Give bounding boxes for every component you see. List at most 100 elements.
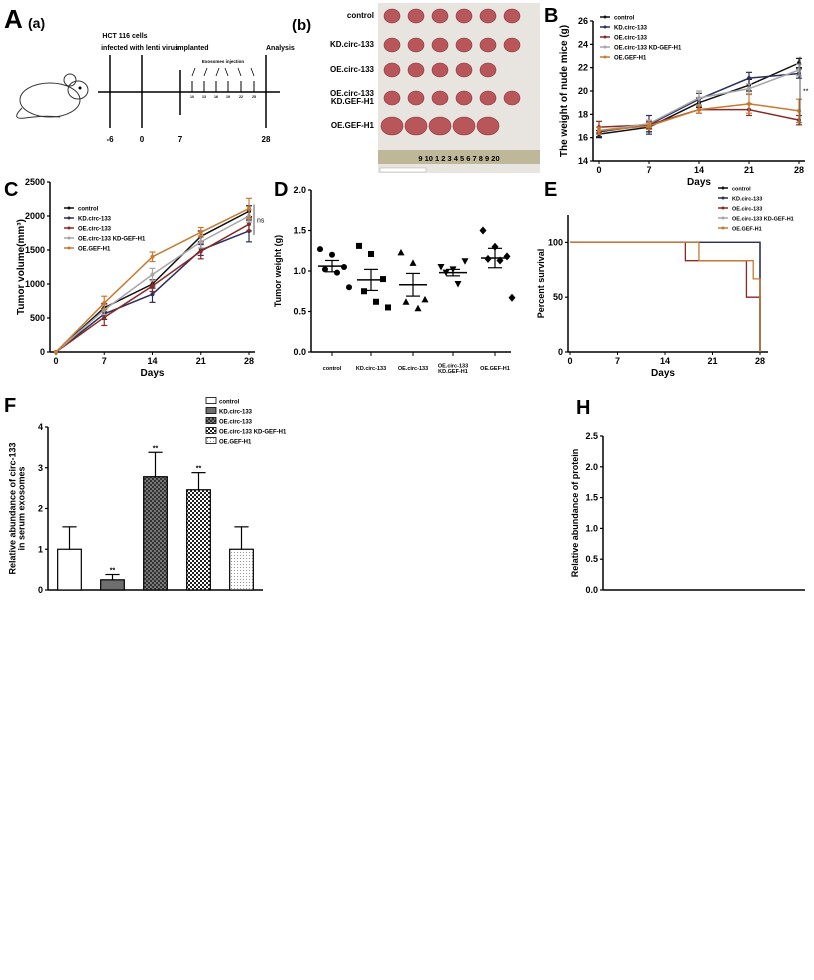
timeline-day: 0	[140, 135, 145, 144]
data-point	[150, 254, 155, 259]
y-tick-label: 1500	[25, 245, 45, 255]
significance-label: **	[153, 445, 159, 452]
x-tick-label: OE.circ-133	[398, 366, 428, 372]
bar	[143, 476, 168, 591]
x-axis-label: Days	[687, 177, 711, 188]
y-tick-label: 0.5	[585, 554, 598, 564]
photo-row-label: KD.circ-133	[330, 40, 375, 49]
tumor	[431, 37, 449, 53]
injection-arrow	[215, 67, 220, 77]
tumor	[479, 8, 497, 24]
data-point	[747, 101, 751, 106]
legend-marker	[721, 216, 725, 220]
x-tick-label: 14	[147, 356, 157, 366]
tumor	[383, 37, 401, 53]
significance-label: **	[196, 466, 202, 473]
bar	[229, 548, 254, 591]
x-tick-label-line: KD.circ-133	[356, 366, 386, 372]
tumor	[383, 62, 401, 78]
y-tick-label: 3	[38, 463, 43, 473]
significance-label: ns	[257, 218, 265, 225]
tumor	[503, 90, 521, 106]
panel-label-F: F	[4, 395, 16, 417]
x-tick-label-line: KD.GEF-H1	[438, 369, 468, 375]
mouse-eye	[78, 86, 82, 90]
data-point	[341, 263, 347, 270]
data-point	[747, 86, 751, 91]
y-tick-label: 20	[578, 86, 588, 96]
injection-day: 16	[214, 95, 218, 99]
tumor	[407, 62, 425, 78]
tumor-photo	[378, 3, 540, 173]
x-tick-label: 0	[596, 165, 601, 175]
legend-item: OE.GEF-H1	[732, 227, 762, 233]
panel-label-B: B	[544, 5, 558, 27]
legend-item: control	[219, 400, 240, 406]
panel-label-b: (b)	[292, 17, 311, 34]
tumor	[479, 62, 497, 78]
data-point	[503, 252, 511, 261]
y-tick-label: 1.5	[585, 493, 598, 503]
x-axis-label: Days	[141, 368, 165, 379]
y-tick-label: 0.5	[293, 307, 306, 317]
x-tick-label: 7	[615, 356, 620, 366]
data-point	[356, 242, 362, 249]
data-point	[380, 276, 386, 283]
data-point	[597, 128, 601, 133]
injection-arrow	[203, 67, 208, 77]
legend-item: OE.circ-133	[219, 420, 253, 426]
data-point	[409, 259, 417, 266]
tumor	[479, 37, 497, 53]
y-tick-label: 22	[578, 63, 588, 73]
y-tick-label: 100	[548, 237, 563, 247]
data-point	[54, 350, 58, 354]
x-tick-label: 21	[196, 356, 206, 366]
tumor	[452, 116, 476, 136]
tumor	[455, 90, 473, 106]
y-tick-label: 2.0	[293, 185, 306, 195]
legend-swatch	[205, 407, 217, 414]
legend-item: OE.circ-133 KD-GEF-H1	[219, 430, 287, 436]
timeline-label: implanted	[175, 45, 208, 52]
tumor	[383, 90, 401, 106]
y-axis-label: Relative abundance of protein	[570, 449, 580, 578]
tumor	[431, 90, 449, 106]
photo-row-label-line: control	[347, 11, 374, 20]
legend-item: control	[78, 207, 99, 213]
y-axis-label: Relative abundance of circ-133 in serum e…	[8, 442, 27, 574]
x-tick-label-line: control	[323, 366, 342, 372]
tumor	[503, 8, 521, 24]
legend-marker	[721, 196, 725, 200]
data-point	[198, 230, 203, 235]
panel-label-C: C	[4, 179, 18, 201]
data-point	[397, 248, 405, 256]
legend-swatch	[205, 397, 217, 404]
mouse-tail	[16, 107, 61, 119]
data-point	[385, 304, 391, 311]
tumor	[455, 62, 473, 78]
data-point	[414, 304, 422, 312]
injection-day: 10	[190, 95, 194, 99]
data-point	[368, 250, 374, 257]
photo-row-label: control	[347, 11, 374, 20]
bar	[57, 548, 82, 591]
y-tick-label: 0	[40, 347, 45, 357]
injection-arrow	[191, 67, 196, 77]
legend-item: KD.circ-133	[732, 197, 762, 203]
legend-marker	[67, 226, 71, 230]
legend-item: KD.circ-133	[78, 217, 112, 223]
injection-arrow	[250, 67, 255, 77]
y-axis-label-line: in serum exosomes	[17, 466, 27, 550]
x-tick-label: 7	[646, 165, 651, 175]
survival-curve	[570, 241, 761, 352]
tumor	[380, 116, 404, 136]
data-point	[329, 251, 335, 258]
mouse-ear	[63, 73, 77, 87]
y-tick-label: 2.5	[585, 431, 598, 441]
data-point	[437, 263, 445, 271]
tumor	[428, 116, 452, 136]
legend-marker	[67, 246, 71, 250]
x-tick-label: 14	[660, 356, 670, 366]
